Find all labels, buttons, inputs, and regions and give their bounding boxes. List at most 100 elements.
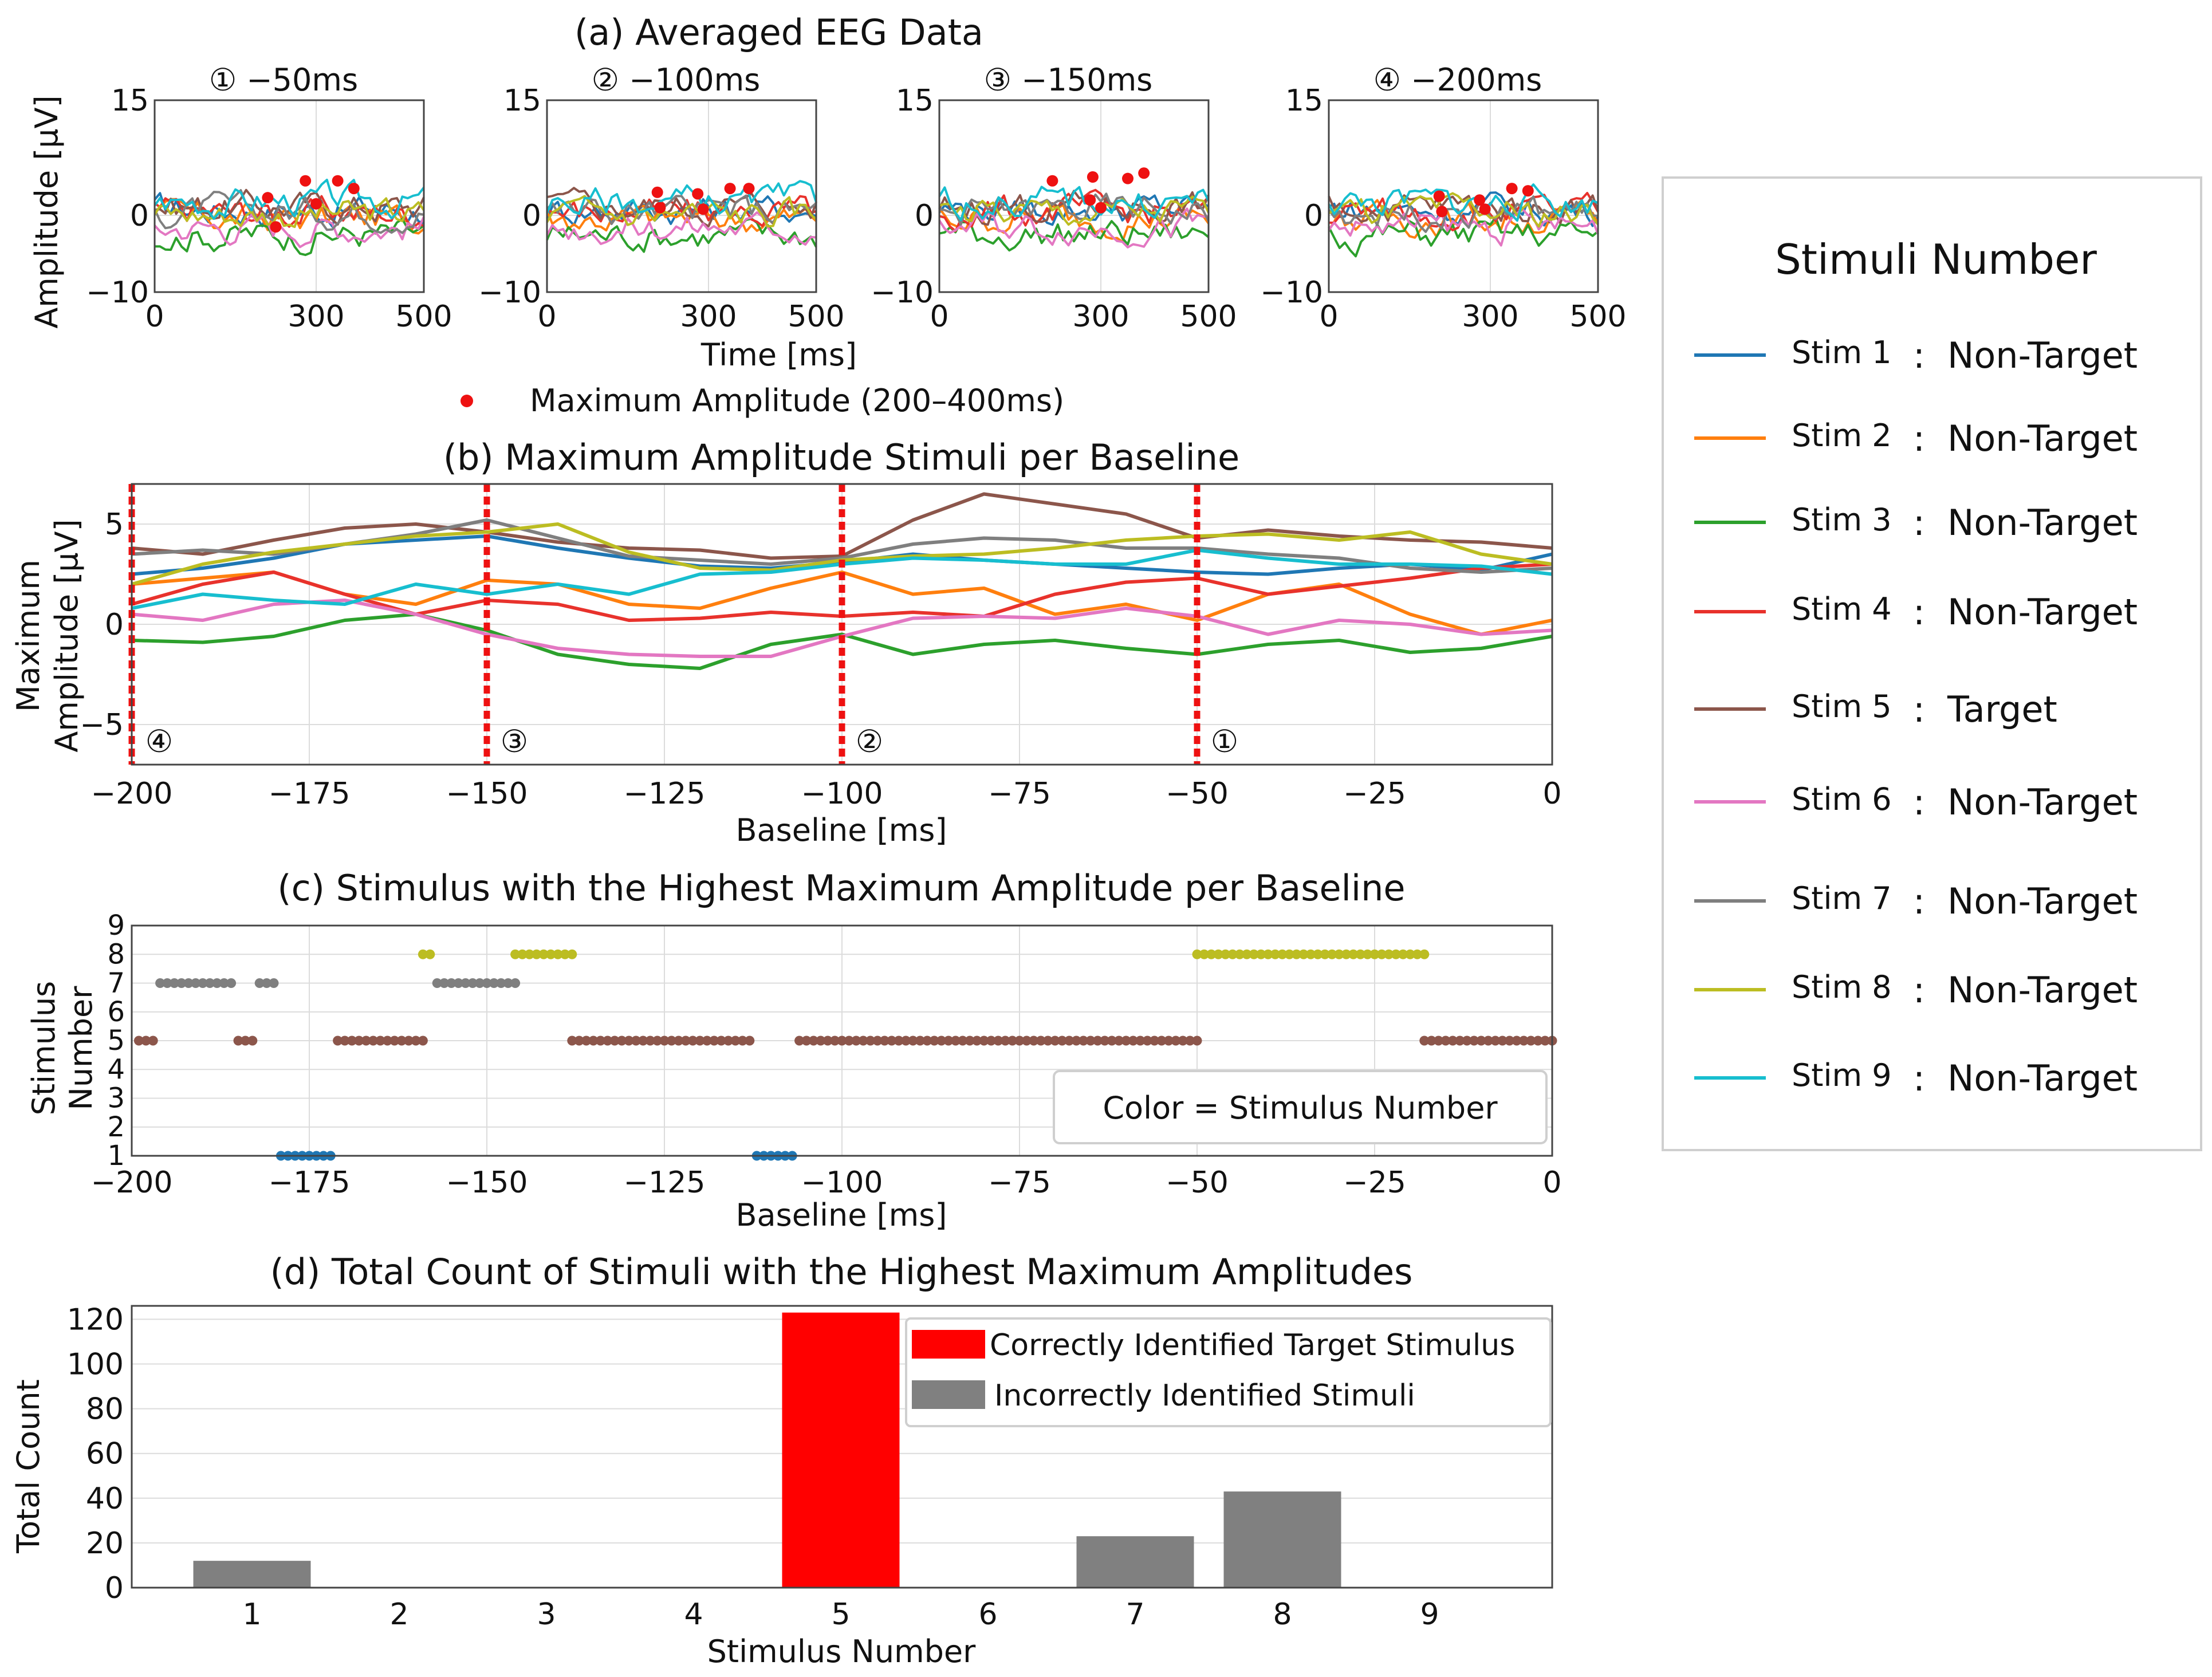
panel-b-xtick-6: −75: [988, 777, 1051, 811]
panel-c-point-seg10: [588, 1036, 599, 1046]
panel-c-point-seg10: [730, 1036, 741, 1046]
panel-c-point-seg10: [745, 1036, 755, 1046]
panel-d-ylabel: Total Count: [10, 1379, 46, 1554]
panel-c-point-seg8: [460, 978, 471, 988]
panel-c-point-seg12: [822, 1036, 833, 1046]
panel-c-ytick-1: 1: [107, 1140, 125, 1172]
subplot-1-frame: [153, 99, 425, 293]
panel-c-point-seg13: [1313, 949, 1323, 959]
panel-c-point-seg13: [1199, 949, 1209, 959]
panel-c-xlabel: Baseline [ms]: [736, 1197, 947, 1233]
panel-c-frame: [131, 924, 1553, 1157]
stimuli-legend: Stimuli Number Stim 1: Non-Target Stim 2: N…: [1662, 176, 2202, 1151]
panel-c-point-seg10: [645, 1036, 655, 1046]
subplot-4-max-point-2: [1436, 206, 1448, 218]
panel-b-frame: [131, 483, 1553, 766]
subplot-3-title: ③ −150ms: [984, 62, 1153, 98]
panel-c-point-seg12: [1021, 1036, 1032, 1046]
panel-c-point-seg12: [808, 1036, 818, 1046]
subplot-2-trace-stim-6: [546, 211, 817, 246]
panel-d-xtick-3: 3: [537, 1597, 556, 1632]
panel-c-point-seg12: [1163, 1036, 1174, 1046]
legend-sep-7: :: [1913, 880, 1925, 922]
panel-c-point-seg1: [148, 1036, 158, 1046]
panel-b-xtick-9: 0: [1542, 777, 1561, 811]
panel-c-ylabel-line2: Number: [63, 986, 99, 1111]
panel-c-point-seg10: [702, 1036, 712, 1046]
panel-c-point-seg7: [425, 949, 435, 959]
subplot-2-max-point-3: [692, 188, 704, 200]
panel-d-xtick-6: 6: [978, 1597, 997, 1632]
subplot-2-frame: [546, 99, 817, 293]
panel-c-point-seg9: [510, 949, 521, 959]
legend-stim-4: Stim 4: [1792, 591, 1892, 627]
panel-b-ytick-3: 5: [105, 507, 124, 542]
panel-c-point-seg12: [865, 1036, 876, 1046]
subplot-1-trace-stim-8: [153, 197, 425, 229]
subplot-1-max-point-6: [348, 183, 360, 195]
bar-stim-1: [193, 1561, 311, 1588]
panel-c-point-seg2: [176, 978, 187, 988]
panel-c-point-seg12: [816, 1036, 826, 1046]
legend-stim-9: Stim 9: [1792, 1057, 1892, 1093]
panel-c-ylabel-line1: Stimulus: [26, 981, 62, 1116]
legend-role-2: Non-Target: [1947, 418, 2138, 459]
subplot-1-xtick-2: 300: [288, 300, 344, 334]
legend-sep-6: :: [1913, 781, 1925, 823]
panel-c-point-seg13: [1277, 949, 1288, 959]
subplot-3-ytick-1: −10: [871, 275, 934, 310]
panel-c-point-seg12: [1178, 1036, 1188, 1046]
panel-c-point-seg14: [1483, 1036, 1493, 1046]
panel-c-point-seg9: [532, 949, 542, 959]
panel-c-point-seg12: [979, 1036, 989, 1046]
panel-c-point-seg10: [603, 1036, 613, 1046]
subplot-2-max-point-5: [724, 183, 736, 195]
panel-c-point-seg8: [482, 978, 492, 988]
panel-c-point-seg6: [396, 1036, 407, 1046]
panel-c-point-seg13: [1320, 949, 1330, 959]
legend-correct-label: Correctly Identified Target Stimulus: [990, 1328, 1515, 1363]
panel-d-ytick-5: 80: [86, 1392, 124, 1427]
panel-c-point-seg13: [1419, 949, 1430, 959]
panel-c-point-seg9: [560, 949, 570, 959]
panel-c-point-seg14: [1455, 1036, 1465, 1046]
panel-c-point-seg14: [1419, 1036, 1430, 1046]
panel-c-ytick-6: 6: [107, 996, 125, 1028]
subplot-3-frame: [938, 99, 1210, 293]
panel-d: (d) Total Count of Stimuli with the High…: [10, 1251, 1553, 1670]
panel-c-point-seg12: [851, 1036, 861, 1046]
subplot-4-trace-stim-8: [1328, 192, 1599, 228]
subplot-2-max-point-4: [697, 203, 709, 215]
panel-c-point-seg12: [1171, 1036, 1181, 1046]
panel-b-title: (b) Maximum Amplitude Stimuli per Baseli…: [443, 436, 1239, 478]
panel-c-point-seg13: [1256, 949, 1266, 959]
panel-c-point-seg6: [347, 1036, 357, 1046]
panel-c-point-seg14: [1512, 1036, 1522, 1046]
panel-c-point-seg6: [361, 1036, 371, 1046]
panel-c: (c) Stimulus with the Highest Maximum Am…: [26, 867, 1562, 1233]
panel-b-ylabel-line2: Amplitude [μV]: [49, 519, 85, 752]
legend-role-1: Non-Target: [1947, 334, 2138, 376]
subplot-3-max-point-3: [1087, 171, 1099, 183]
panel-c-point-seg12: [894, 1036, 904, 1046]
panel-c-point-seg14: [1533, 1036, 1543, 1046]
legend-role-4: Non-Target: [1947, 591, 2138, 633]
panel-c-ytick-8: 8: [107, 938, 125, 970]
panel-c-point-seg12: [837, 1036, 847, 1046]
bar-stim-5: [782, 1312, 900, 1588]
panel-c-point-seg12: [929, 1036, 939, 1046]
subplot-1-max-point-4: [310, 198, 322, 210]
subplot-2-xtick-3: 500: [788, 300, 844, 334]
subplot-4-max-point-4: [1479, 203, 1491, 215]
stimuli-legend-title: Stimuli Number: [1775, 235, 2097, 284]
panel-c-point-seg12: [858, 1036, 868, 1046]
subplot-4-max-point-5: [1506, 183, 1518, 195]
subplot-4-xtick-2: 300: [1462, 300, 1518, 334]
panel-d-legend-box: [905, 1317, 1552, 1427]
panel-c-point-seg2: [191, 978, 201, 988]
panel-c-point-seg14: [1518, 1036, 1529, 1046]
panel-c-point-seg14: [1490, 1036, 1501, 1046]
